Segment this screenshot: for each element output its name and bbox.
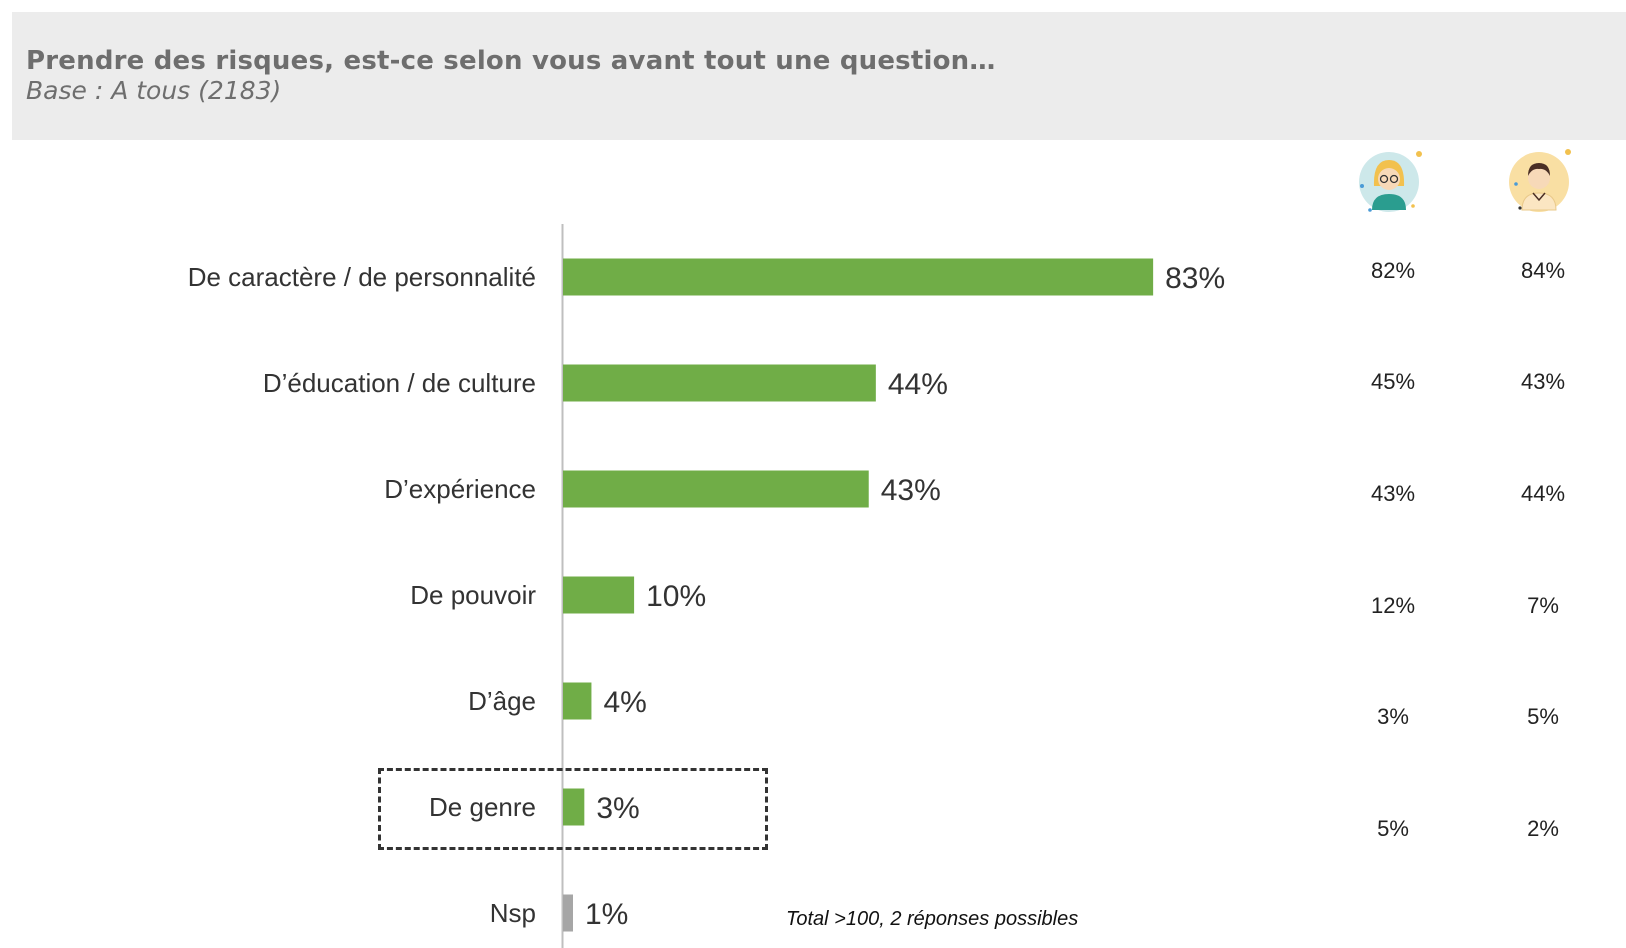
category-label: De caractère / de personnalité xyxy=(188,262,536,292)
bar-value-label: 1% xyxy=(585,898,628,931)
bar-value-label: 43% xyxy=(881,474,941,507)
category-label: De pouvoir xyxy=(410,580,536,610)
bar-value-label: 83% xyxy=(1165,262,1225,295)
women-value: 82% xyxy=(1370,258,1416,283)
men-value: 84% xyxy=(1520,258,1566,283)
bar-value-label: 44% xyxy=(888,368,948,401)
category-label: D’éducation / de culture xyxy=(263,368,536,398)
footnote: Total >100, 2 réponses possibles xyxy=(786,908,1079,930)
category-label: Nsp xyxy=(490,898,536,928)
bar xyxy=(563,470,869,508)
woman-avatar-icon xyxy=(1356,146,1426,216)
women-value: 45% xyxy=(1370,369,1416,394)
women-value: 43% xyxy=(1370,481,1416,506)
bar-value-label: 10% xyxy=(646,580,706,613)
women-value: 3% xyxy=(1377,704,1409,729)
men-value: 44% xyxy=(1520,481,1566,506)
man-avatar-icon xyxy=(1506,146,1576,216)
bar xyxy=(563,788,585,826)
bar xyxy=(563,894,573,932)
category-label: D’expérience xyxy=(384,474,536,504)
men-value: 43% xyxy=(1520,369,1566,394)
chart-subtitle: Base : A tous (2183) xyxy=(26,76,282,105)
header-panel: Prendre des risques, est-ce selon vous a… xyxy=(12,12,1626,140)
category-label: De genre xyxy=(429,792,536,822)
women-value: 12% xyxy=(1370,593,1416,618)
bar xyxy=(563,364,876,402)
highlight-box-de-genre xyxy=(378,768,768,850)
women-value: 5% xyxy=(1377,816,1409,841)
category-label: D’âge xyxy=(468,686,536,716)
men-value: 5% xyxy=(1527,704,1559,729)
men-value: 2% xyxy=(1527,816,1559,841)
bar xyxy=(563,576,635,614)
chart-title: Prendre des risques, est-ce selon vous a… xyxy=(26,46,996,76)
bar xyxy=(563,258,1154,296)
men-value: 7% xyxy=(1527,593,1559,618)
bar xyxy=(563,682,592,720)
bar-value-label: 4% xyxy=(603,686,646,719)
bar-value-label: 3% xyxy=(596,792,639,825)
